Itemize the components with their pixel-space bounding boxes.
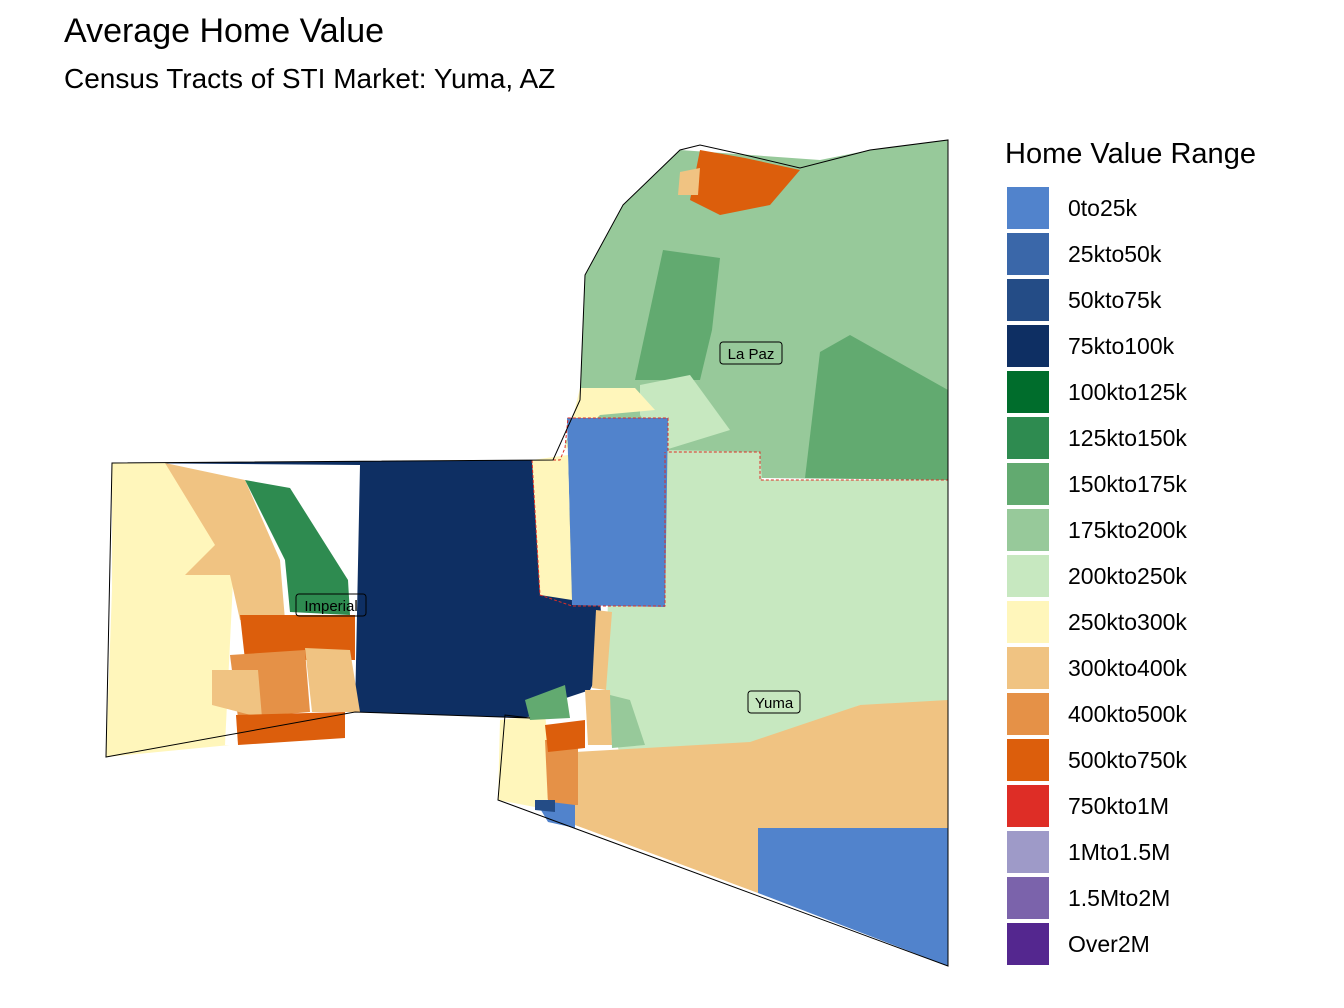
legend-item: 175kto200k [1007, 507, 1187, 553]
tract-lapaz-north [690, 150, 800, 215]
tract-yuma-city-light [585, 690, 612, 745]
legend-swatch [1007, 831, 1049, 873]
choropleth-map: Imperial La Paz Yuma [105, 139, 949, 967]
legend-label: 200kto250k [1068, 562, 1187, 589]
map-subtitle: Census Tracts of STI Market: Yuma, AZ [64, 63, 556, 94]
tract-lapaz-center [635, 250, 720, 380]
la-paz-county [565, 140, 948, 480]
legend-swatch [1007, 509, 1049, 551]
legend-swatch [1007, 325, 1049, 367]
county-label-imperial-text: Imperial [304, 598, 357, 615]
legend-item: 250kto300k [1007, 599, 1187, 645]
tract-yuma-south [575, 700, 948, 893]
legend-item: 400kto500k [1007, 691, 1187, 737]
legend-item: 100kto125k [1007, 369, 1187, 415]
legend-swatch [1007, 739, 1049, 781]
legend-label: 300kto400k [1068, 654, 1187, 681]
imperial-county [106, 460, 605, 757]
legend-item: 500kto750k [1007, 737, 1187, 783]
legend-label: 50kto75k [1068, 286, 1162, 313]
tract-yuma-small-navy [535, 800, 555, 812]
tract-yuma-city-mix [610, 695, 645, 748]
county-boundary-dashed [553, 417, 948, 481]
legend-swatch [1007, 647, 1049, 689]
tract-lapaz-north-small [678, 168, 700, 195]
legend-item: 1Mto1.5M [1007, 829, 1187, 875]
legend-item: 125kto150k [1007, 415, 1187, 461]
legend-swatch [1007, 233, 1049, 275]
legend-label: 250kto300k [1068, 608, 1187, 635]
legend-label: 150kto175k [1068, 470, 1187, 497]
legend-swatch [1007, 187, 1049, 229]
legend-swatch [1007, 371, 1049, 413]
tract-yuma-strip [592, 610, 612, 690]
legend-swatch [1007, 417, 1049, 459]
county-label-la-paz-text: La Paz [728, 346, 775, 363]
county-label-yuma-text: Yuma [755, 695, 794, 712]
legend-item: 50kto75k [1007, 277, 1187, 323]
legend-label: 1.5Mto2M [1068, 884, 1171, 911]
tract-yuma-city-west [498, 715, 555, 808]
legend-item: 300kto400k [1007, 645, 1187, 691]
legend-swatch [1007, 463, 1049, 505]
tract-yuma-city-orange [545, 720, 585, 752]
legend-swatch [1007, 785, 1049, 827]
legend-label: 0to25k [1068, 194, 1138, 221]
legend: 0to25k 25kto50k 50kto75k 75kto100k 100kto125… [1007, 185, 1187, 967]
legend-item: 200kto250k [1007, 553, 1187, 599]
tract-imperial-west [106, 463, 235, 757]
legend-label: 25kto50k [1068, 240, 1162, 267]
county-label-yuma: Yuma [747, 690, 801, 714]
legend-label: 175kto200k [1068, 516, 1187, 543]
legend-swatch [1007, 279, 1049, 321]
county-label-imperial: Imperial [295, 593, 367, 617]
legend-label: 400kto500k [1068, 700, 1187, 727]
legend-item: 75kto100k [1007, 323, 1187, 369]
legend-label: 1Mto1.5M [1068, 838, 1171, 865]
legend-label: 500kto750k [1068, 746, 1187, 773]
legend-swatch [1007, 555, 1049, 597]
tract-yuma-west-strip [532, 455, 572, 600]
legend-swatch [1007, 923, 1049, 965]
tract-yuma-southeast [758, 828, 948, 966]
tract-yuma-main [605, 450, 948, 755]
tract-lapaz-east [805, 335, 948, 480]
legend-title: Home Value Range [1005, 138, 1256, 170]
tract-yuma-city-green [525, 685, 570, 720]
legend-item: 150kto175k [1007, 461, 1187, 507]
yuma-county [498, 418, 948, 966]
tract-yuma-block [567, 418, 668, 607]
legend-item: Over2M [1007, 921, 1187, 967]
tract-lapaz-west [565, 388, 655, 450]
legend-swatch [1007, 693, 1049, 735]
legend-label: Over2M [1068, 930, 1150, 957]
legend-swatch [1007, 601, 1049, 643]
county-label-la-paz: La Paz [719, 341, 783, 365]
tract-imperial-mid [165, 463, 285, 620]
tract-imperial-southeast [305, 648, 360, 712]
tract-imperial-south-orange [240, 615, 355, 660]
tract-imperial-southwest [212, 670, 262, 718]
legend-label: 75kto100k [1068, 332, 1175, 359]
legend-item: 1.5Mto2M [1007, 875, 1187, 921]
county-boundary-dashed-south [531, 452, 666, 607]
legend-item: 750kto1M [1007, 783, 1187, 829]
tract-yuma-city-center [545, 740, 578, 805]
legend-label: 125kto150k [1068, 424, 1187, 451]
legend-item: 25kto50k [1007, 231, 1187, 277]
legend-label: 100kto125k [1068, 378, 1187, 405]
tract-imperial-green [245, 480, 350, 615]
legend-label: 750kto1M [1068, 792, 1170, 819]
tract-imperial-south-edge [236, 712, 345, 745]
market-outline [105, 139, 949, 967]
map-title: Average Home Value [64, 12, 385, 50]
tract-imperial-east [112, 460, 605, 718]
legend-swatch [1007, 877, 1049, 919]
legend-item: 0to25k [1007, 185, 1187, 231]
